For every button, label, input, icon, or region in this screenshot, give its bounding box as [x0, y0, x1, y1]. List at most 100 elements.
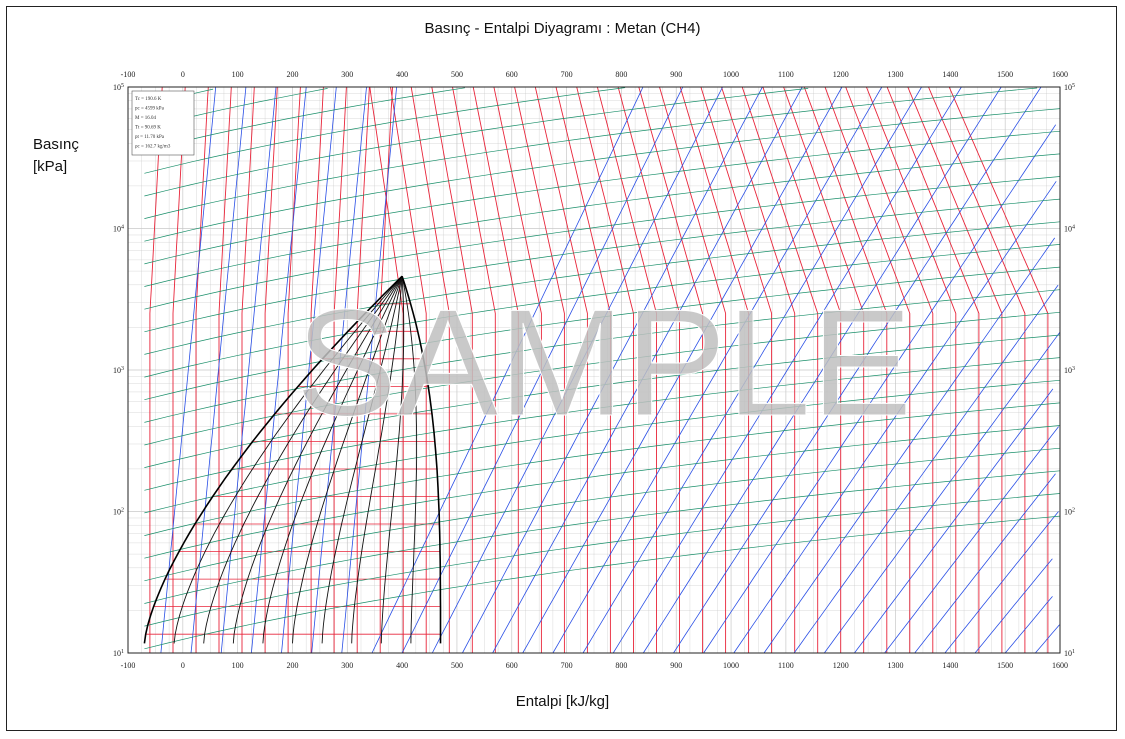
x-tick-label-bottom: 300: [341, 661, 353, 670]
isentrope-line: [823, 332, 1061, 654]
x-tick-label-top: 1500: [997, 70, 1013, 79]
isotherm-line: [555, 86, 611, 653]
isentrope-line: [582, 86, 922, 654]
legend-frame: [131, 90, 195, 156]
x-tick-label-bottom: 900: [670, 661, 682, 670]
isotherm-line: [310, 86, 324, 653]
isochore-line: [144, 176, 1061, 310]
x-tick-label-top: 200: [286, 70, 298, 79]
isotherm-line: [948, 86, 1049, 653]
isotherm-line: [679, 86, 750, 653]
isotherm-line: [803, 86, 888, 653]
y-axis-label-line2: [kPa]: [33, 158, 68, 175]
isochore-line: [144, 87, 626, 174]
isotherm-line: [493, 86, 542, 653]
saturation-dome: [143, 275, 442, 644]
isentrope-line: [462, 86, 763, 654]
isochore-line: [144, 130, 1061, 265]
isentrope-line: [401, 86, 684, 654]
x-tick-label-bottom: 1100: [778, 661, 794, 670]
isentrope-line: [612, 86, 962, 654]
isentrope-line: [1034, 624, 1060, 654]
property-curves: [144, 86, 1061, 654]
isentrope-line: [703, 124, 1057, 654]
x-tick-label-bottom: 700: [561, 661, 573, 670]
x-tick-label-top: 100: [232, 70, 244, 79]
quality-line: [321, 276, 403, 644]
quality-line: [262, 276, 403, 644]
x-tick-label-bottom: 1000: [723, 661, 739, 670]
quality-line: [232, 275, 403, 644]
isotherm-line: [472, 86, 519, 653]
legend-entry: pc = 4599 kPa: [135, 107, 165, 112]
x-tick-label-bottom: 800: [615, 661, 627, 670]
chart-title: Basınç - Entalpi Diyagramı : Metan (CH4): [424, 20, 701, 37]
plot-border: [127, 86, 1061, 654]
isochore-line: [144, 515, 1061, 650]
isotherm-line: [886, 86, 980, 653]
x-tick-label-bottom: 0: [181, 661, 185, 670]
isentrope-line: [552, 86, 883, 654]
x-tick-label-top: 1100: [778, 70, 794, 79]
x-tick-label-bottom: 100: [232, 661, 244, 670]
isotherm-line: [596, 86, 657, 653]
isentrope-line: [431, 86, 723, 654]
quality-line: [380, 276, 405, 644]
x-tick-label-top: 1600: [1052, 70, 1068, 79]
x-tick-label-bottom: 500: [451, 661, 463, 670]
isotherm-line: [824, 86, 911, 653]
isotherm-line: [783, 86, 865, 653]
quality-line: [292, 276, 403, 644]
y-axis-label-line1: Basınç: [33, 136, 79, 153]
quality-line: [351, 276, 403, 644]
x-tick-label-top: 1300: [888, 70, 904, 79]
x-tick-label-bottom: 1200: [833, 661, 849, 670]
isochore-line: [144, 334, 1061, 468]
isotherm-line: [534, 86, 588, 653]
legend-entry: Tt = 90.69 K: [135, 126, 161, 131]
isochore-line: [144, 198, 1061, 333]
isentrope-line: [914, 473, 1056, 654]
isochore-line: [144, 493, 1061, 627]
y-tick-label-right: 104: [1064, 225, 1075, 234]
isotherm-line: [218, 86, 232, 653]
isotherm-line: [431, 86, 473, 653]
legend-entry: pt = 11.70 kPa: [135, 135, 165, 140]
quality-line: [203, 275, 403, 644]
y-tick-label-left: 104: [113, 225, 124, 234]
isotherm-line: [762, 86, 842, 653]
isentrope-line: [793, 284, 1059, 654]
isochore-line: [144, 88, 809, 197]
isentrope-line: [642, 86, 1002, 654]
x-tick-label-bottom: 1500: [997, 661, 1013, 670]
isentrope-line: [673, 86, 1042, 654]
y-tick-label-right: 103: [1064, 366, 1075, 375]
isochore-line: [144, 87, 465, 152]
x-tick-label-bottom: 1600: [1052, 661, 1068, 670]
isentrope-line: [311, 86, 367, 654]
isochore-line: [144, 311, 1061, 446]
x-tick-label-top: 300: [341, 70, 353, 79]
isochore-line: [144, 87, 1038, 219]
x-tick-label-top: 1200: [833, 70, 849, 79]
isochore-line: [144, 379, 1061, 514]
y-tick-label-left: 102: [113, 508, 124, 517]
isotherm-line: [741, 86, 819, 653]
x-tick-label-bottom: 400: [396, 661, 408, 670]
y-ticks-right: 101 102 103 104 105: [1064, 83, 1075, 658]
isochore-line: [144, 153, 1061, 287]
isotherm-line: [264, 86, 278, 653]
isochore-line: [144, 470, 1061, 604]
isentrope-line: [854, 388, 1054, 654]
x-tick-label-top: 0: [181, 70, 185, 79]
y-tick-label-left: 101: [113, 649, 124, 658]
x-tick-label-bottom: 200: [286, 661, 298, 670]
x-tick-label-top: -100: [121, 70, 136, 79]
y-tick-label-right: 102: [1064, 508, 1075, 517]
isotherm-line: [928, 86, 1026, 653]
x-tick-label-bottom: -100: [121, 661, 136, 670]
y-tick-label-right: 105: [1064, 83, 1075, 92]
x-tick-label-top: 900: [670, 70, 682, 79]
sample-watermark: SAMPLE: [296, 278, 913, 448]
